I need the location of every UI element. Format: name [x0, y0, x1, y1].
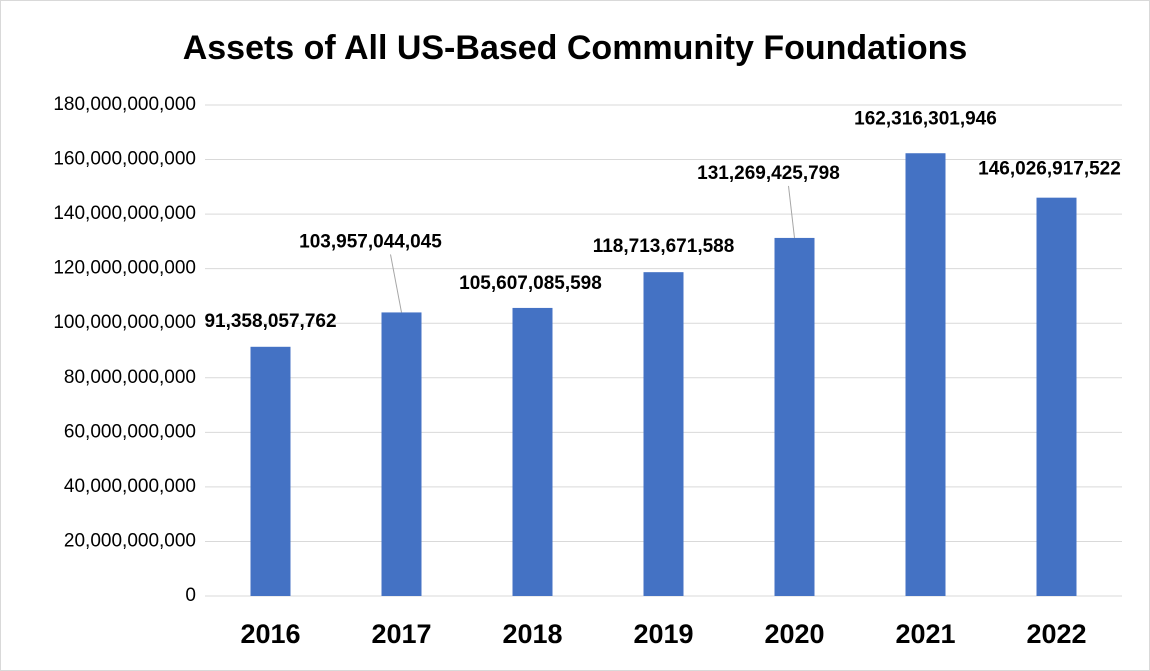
x-tick-label: 2018 [502, 619, 562, 649]
x-tick-label: 2020 [764, 619, 824, 649]
y-tick-label: 100,000,000,000 [53, 312, 196, 333]
y-tick-label: 180,000,000,000 [53, 94, 196, 115]
value-label: 146,026,917,522 [978, 159, 1121, 180]
x-tick-label: 2016 [240, 619, 300, 649]
y-tick-label: 0 [185, 585, 196, 606]
y-tick-label: 160,000,000,000 [53, 149, 196, 170]
leader-line [788, 185, 795, 238]
y-tick-label: 20,000,000,000 [64, 530, 196, 551]
value-label: 103,957,044,045 [299, 231, 442, 252]
value-label: 131,269,425,798 [697, 163, 840, 184]
bar [250, 346, 291, 596]
bar [774, 237, 815, 596]
x-tick-label: 2022 [1026, 619, 1086, 649]
bar [512, 307, 553, 596]
value-label: 162,316,301,946 [854, 108, 997, 129]
y-tick-label: 40,000,000,000 [64, 476, 196, 497]
value-label: 105,607,085,598 [459, 273, 602, 294]
bar [1036, 197, 1077, 596]
y-tick-label: 80,000,000,000 [64, 367, 196, 388]
bar [381, 312, 422, 596]
chart-title: Assets of All US-Based Community Foundat… [183, 29, 968, 67]
bar [643, 272, 684, 596]
y-tick-label: 60,000,000,000 [64, 421, 196, 442]
y-tick-label: 140,000,000,000 [53, 203, 196, 224]
x-tick-label: 2017 [371, 619, 431, 649]
value-label: 118,713,671,588 [593, 236, 735, 257]
leader-line [390, 254, 402, 313]
bar [905, 153, 946, 597]
y-tick-label: 120,000,000,000 [53, 258, 196, 279]
x-tick-label: 2021 [895, 619, 955, 649]
value-label: 91,358,057,762 [204, 311, 336, 332]
x-tick-label: 2019 [633, 619, 693, 649]
